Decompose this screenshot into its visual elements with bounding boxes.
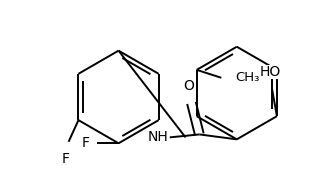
Text: F: F (62, 152, 70, 166)
Text: NH: NH (148, 130, 169, 144)
Text: CH₃: CH₃ (235, 71, 259, 84)
Text: HO: HO (259, 65, 281, 79)
Text: F: F (82, 136, 90, 150)
Text: O: O (183, 79, 194, 93)
